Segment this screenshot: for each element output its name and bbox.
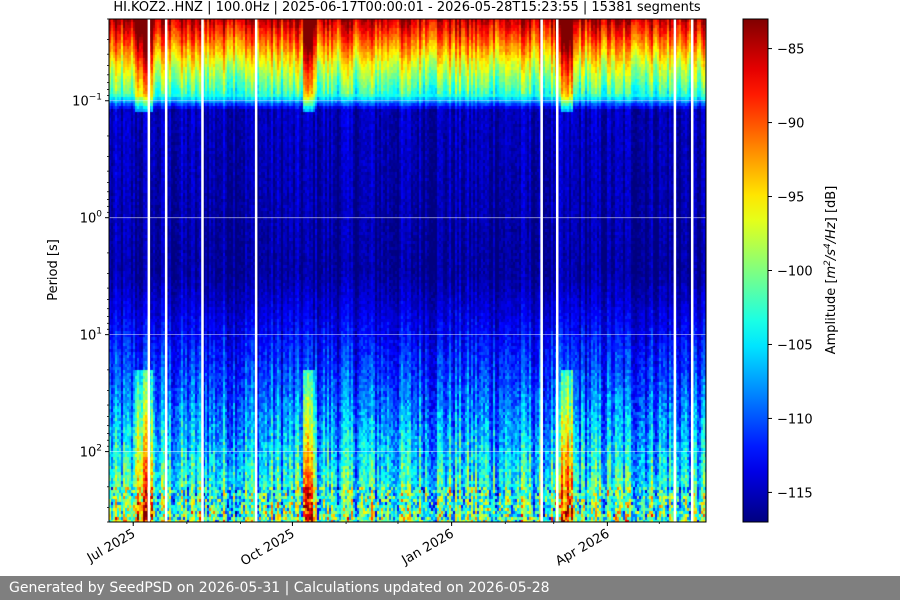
data-gap [673, 19, 677, 522]
colorbar-tick-label: −85 [777, 43, 804, 58]
x-tick-label: Jul 2025 [84, 526, 138, 566]
y-axis-label: Period [s] [46, 239, 61, 301]
colorbar-tick-label: −115 [777, 486, 813, 501]
data-gaps [147, 19, 694, 522]
colorbar-label: Amplitude [m2/s4/Hz] [dB] [823, 186, 839, 355]
y-tick-label: 102 [80, 444, 102, 461]
figure: HI.KOZ2..HNZ | 100.0Hz | 2025-06-17T00:0… [46, 0, 839, 569]
plot-frame [108, 18, 707, 523]
chart-title: HI.KOZ2..HNZ | 100.0Hz | 2025-06-17T00:0… [113, 0, 701, 15]
colorbar-tick-label: −95 [777, 191, 804, 206]
spectrogram-heatmap [109, 19, 706, 522]
y-tick-label: 100 [80, 210, 103, 227]
plot-area [108, 18, 707, 523]
y-tick-label: 101 [80, 327, 102, 344]
x-axis: Jul 2025 Oct 2025 Jan 2026 Apr 2026 [84, 522, 660, 569]
colorbar: −85 −90 −95 −100 −105 −110 −115 Amplitude [m2/… [742, 18, 839, 523]
x-tick-label: Oct 2025 [238, 526, 297, 569]
data-gap [147, 19, 151, 522]
x-tick-label: Apr 2026 [553, 526, 612, 569]
colorbar-tick-label: −110 [777, 412, 813, 427]
data-gap [540, 19, 543, 522]
data-gap [164, 19, 168, 522]
y-axis: 10−1 100 101 102 [72, 18, 109, 523]
data-gap [690, 19, 694, 522]
footer-text: Generated by SeedPSD on 2026-05-31 | Cal… [9, 580, 550, 596]
colorbar-tick-label: −105 [777, 338, 813, 353]
colorbar-gradient [742, 18, 769, 523]
data-gap [201, 19, 204, 522]
footer-bar: Generated by SeedPSD on 2026-05-31 | Cal… [0, 576, 900, 600]
y-tick-label: 10−1 [72, 93, 102, 110]
data-gap [254, 19, 258, 522]
data-gap [555, 19, 559, 522]
colorbar-tick-label: −100 [777, 265, 813, 280]
colorbar-tick-label: −90 [777, 117, 804, 132]
grid-lines [109, 100, 706, 452]
colorbar-ticks: −85 −90 −95 −100 −105 −110 −115 [768, 43, 813, 501]
x-tick-label: Jan 2026 [399, 526, 457, 568]
heatmap-image [109, 19, 706, 522]
